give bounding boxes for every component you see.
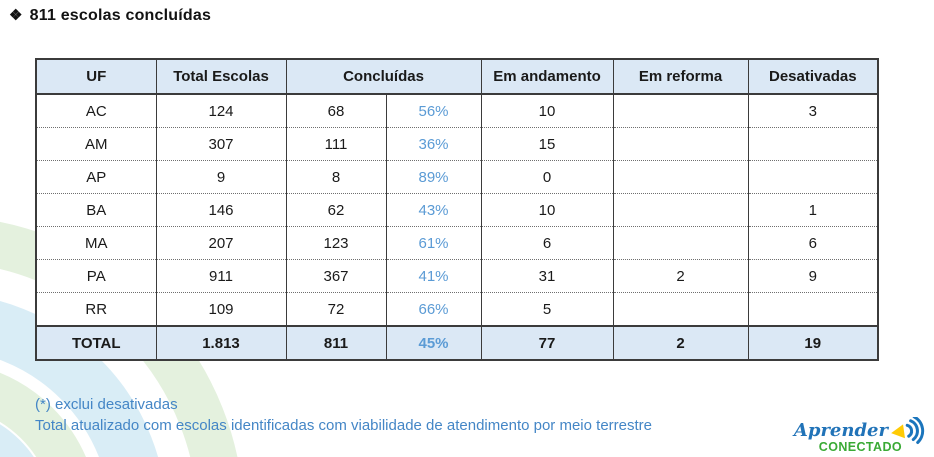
- table-row: MA 207 123 61% 6 6: [35, 226, 879, 260]
- aprender-conectado-logo: Aprender CONECTADO: [793, 417, 928, 454]
- cell-reforma: [612, 292, 749, 326]
- cell-andamento: 6: [480, 226, 614, 260]
- cell-desativadas: [747, 292, 879, 326]
- cell-reforma: [612, 127, 749, 161]
- cell-desativadas: 9: [747, 259, 879, 293]
- cell-total: 146: [155, 193, 287, 227]
- cell-pct: 61%: [385, 226, 482, 260]
- cell-uf: PA: [35, 259, 157, 293]
- footnote-exclui-desativadas: (*) exclui desativadas: [35, 396, 178, 413]
- cell-concluidas: 123: [285, 226, 387, 260]
- header-desativadas: Desativadas: [747, 59, 879, 95]
- cell-concluidas: 367: [285, 259, 387, 293]
- cell-total: 124: [155, 94, 287, 128]
- cell-concluidas: 111: [285, 127, 387, 161]
- cell-reforma: [612, 226, 749, 260]
- logo-conectado-text: CONECTADO: [818, 440, 902, 454]
- header-em-andamento: Em andamento: [480, 59, 614, 95]
- total-pct: 45%: [385, 325, 482, 360]
- cell-total: 911: [155, 259, 287, 293]
- cell-pct: 36%: [385, 127, 482, 161]
- cell-desativadas: [747, 160, 879, 194]
- cell-andamento: 15: [480, 127, 614, 161]
- cell-concluidas: 72: [285, 292, 387, 326]
- wifi-signal-icon: [891, 417, 925, 444]
- page-title: ❖ 811 escolas concluídas: [9, 6, 211, 25]
- cell-desativadas: 3: [747, 94, 879, 128]
- table-row: BA 146 62 43% 10 1: [35, 193, 879, 227]
- cell-pct: 66%: [385, 292, 482, 326]
- cell-andamento: 0: [480, 160, 614, 194]
- table-row: PA 911 367 41% 31 2 9: [35, 259, 879, 293]
- cell-desativadas: [747, 127, 879, 161]
- cell-concluidas: 68: [285, 94, 387, 128]
- table-row: RR 109 72 66% 5: [35, 292, 879, 326]
- cell-uf: AP: [35, 160, 157, 194]
- cell-total: 307: [155, 127, 287, 161]
- cell-pct: 89%: [385, 160, 482, 194]
- header-em-reforma: Em reforma: [612, 59, 749, 95]
- cell-uf: MA: [35, 226, 157, 260]
- table-row: AC 124 68 56% 10 3: [35, 94, 879, 128]
- total-total: 1.813: [155, 325, 287, 360]
- footnotes: (*) exclui desativadas Total atualizado …: [35, 394, 652, 436]
- total-reforma: 2: [612, 325, 749, 360]
- cell-reforma: [612, 94, 749, 128]
- cell-total: 207: [155, 226, 287, 260]
- schools-table: UF Total Escolas Concluídas Em andamento…: [35, 58, 880, 361]
- page-title-text: 811 escolas concluídas: [29, 7, 212, 24]
- total-concluidas: 811: [285, 325, 387, 360]
- cell-reforma: [612, 193, 749, 227]
- cell-reforma: [612, 160, 749, 194]
- table-row: AP 9 8 89% 0: [35, 160, 879, 194]
- header-uf: UF: [35, 59, 157, 95]
- diamond-bullet-icon: ❖: [9, 7, 23, 24]
- cell-uf: AM: [35, 127, 157, 161]
- cell-concluidas: 8: [285, 160, 387, 194]
- cell-pct: 43%: [385, 193, 482, 227]
- header-total-escolas: Total Escolas: [155, 59, 287, 95]
- cell-uf: BA: [35, 193, 157, 227]
- cell-andamento: 10: [480, 94, 614, 128]
- cell-desativadas: 6: [747, 226, 879, 260]
- logo-aprender-text: Aprender: [793, 420, 888, 441]
- cell-uf: AC: [35, 94, 157, 128]
- cell-andamento: 5: [480, 292, 614, 326]
- cell-pct: 56%: [385, 94, 482, 128]
- cell-uf: RR: [35, 292, 157, 326]
- cell-desativadas: 1: [747, 193, 879, 227]
- total-desativadas: 19: [747, 325, 879, 360]
- cell-andamento: 10: [480, 193, 614, 227]
- footnote-total-atualizado: Total atualizado com escolas identificad…: [35, 417, 652, 434]
- header-concluidas: Concluídas: [285, 59, 482, 95]
- table-row: AM 307 111 36% 15: [35, 127, 879, 161]
- cell-concluidas: 62: [285, 193, 387, 227]
- cell-total: 9: [155, 160, 287, 194]
- cell-andamento: 31: [480, 259, 614, 293]
- total-uf: TOTAL: [35, 325, 157, 360]
- cell-reforma: 2: [612, 259, 749, 293]
- cell-pct: 41%: [385, 259, 482, 293]
- table-total-row: TOTAL 1.813 811 45% 77 2 19: [35, 325, 879, 360]
- cell-total: 109: [155, 292, 287, 326]
- table-header-row: UF Total Escolas Concluídas Em andamento…: [35, 59, 879, 95]
- total-andamento: 77: [480, 325, 614, 360]
